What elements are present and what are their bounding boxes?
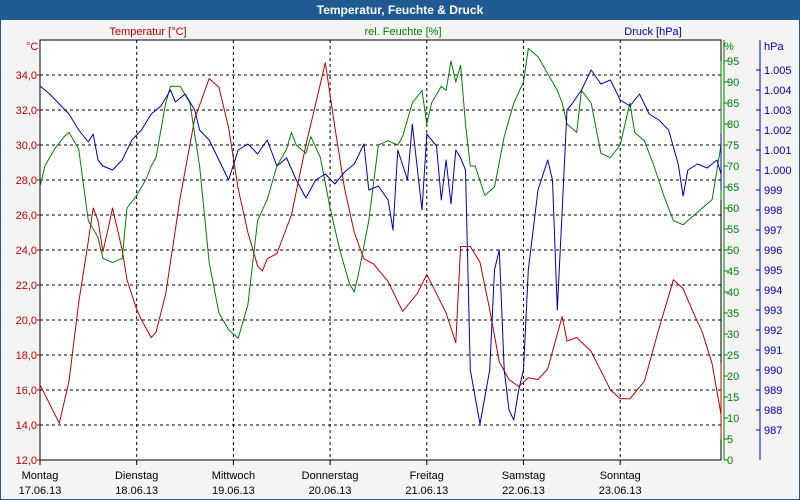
humidity-unit-label: % [724, 41, 734, 53]
temp-unit-label: °C [26, 41, 38, 53]
humidity-tick-label: 40 [727, 287, 739, 299]
x-tick-weekday: Freitag [410, 470, 444, 482]
pressure-tick-label: 988 [764, 405, 782, 417]
humidity-tick-label: 5 [727, 434, 733, 446]
humidity-tick-label: 90 [727, 77, 739, 89]
pressure-unit-label: hPa [764, 41, 784, 53]
x-tick-date: 17.06.13 [19, 485, 62, 497]
humidity-tick-label: 60 [727, 203, 739, 215]
window-title: Temperatur, Feuchte & Druck [0, 0, 800, 20]
data-series [39, 47, 722, 440]
humidity-tick-label: 85 [727, 98, 739, 110]
x-tick-date: 22.06.13 [502, 485, 545, 497]
x-tick-date: 21.06.13 [405, 485, 448, 497]
pressure-series-title: Druck [hPa] [624, 26, 681, 38]
humidity-tick-label: 55 [727, 224, 739, 236]
x-tick-weekday: Mittwoch [212, 470, 255, 482]
x-tick-weekday: Montag [22, 470, 59, 482]
temp-tick-label: 12,0 [16, 455, 37, 467]
pressure-tick-label: 1.003 [764, 105, 792, 117]
humidity-tick-label: 20 [727, 371, 739, 383]
humidity-tick-label: 45 [727, 266, 739, 278]
temp-tick-label: 32,0 [16, 105, 37, 117]
axis-labels: 12,0 14,0 16,0 18,0 20,0 22,0 24,0 26,0 28,0 30,0… [16, 26, 792, 497]
x-tick-weekday: Sonntag [600, 470, 641, 482]
temp-tick-label: 30,0 [16, 140, 37, 152]
humidity-tick-label: 25 [727, 350, 739, 362]
series-line-pressure [39, 69, 722, 425]
humidity-tick-label: 95 [727, 56, 739, 68]
temp-tick-label: 14,0 [16, 420, 37, 432]
x-tick-date: 23.06.13 [599, 485, 642, 497]
pressure-tick-label: 1.005 [764, 65, 792, 77]
humidity-tick-label: 10 [727, 413, 739, 425]
pressure-tick-label: 996 [764, 245, 782, 257]
pressure-tick-label: 990 [764, 365, 782, 377]
grid-lines [39, 39, 722, 461]
pressure-tick-label: 995 [764, 265, 782, 277]
humidity-series-title: rel. Feuchte [%] [364, 26, 441, 38]
x-tick-date: 20.06.13 [309, 485, 352, 497]
pressure-tick-label: 994 [764, 285, 782, 297]
pressure-tick-label: 997 [764, 225, 782, 237]
x-tick-date: 19.06.13 [212, 485, 255, 497]
temp-tick-label: 20,0 [16, 315, 37, 327]
pressure-tick-label: 993 [764, 305, 782, 317]
pressure-tick-label: 991 [764, 345, 782, 357]
pressure-tick-label: 999 [764, 185, 782, 197]
x-tick-date: 18.06.13 [115, 485, 158, 497]
temp-series-title: Temperatur [°C] [109, 26, 186, 38]
pressure-tick-label: 992 [764, 325, 782, 337]
pressure-tick-label: 987 [764, 425, 782, 437]
humidity-tick-label: 70 [727, 161, 739, 173]
temp-tick-label: 28,0 [16, 175, 37, 187]
pressure-tick-label: 998 [764, 205, 782, 217]
x-tick-weekday: Dienstag [115, 470, 158, 482]
series-line-temperature [39, 62, 722, 440]
x-tick-weekday: Samstag [502, 470, 545, 482]
humidity-tick-label: 75 [727, 140, 739, 152]
humidity-tick-label: 35 [727, 308, 739, 320]
plot-area [39, 39, 722, 461]
pressure-tick-label: 1.000 [764, 165, 792, 177]
temp-tick-label: 16,0 [16, 385, 37, 397]
temp-tick-label: 22,0 [16, 280, 37, 292]
temp-tick-label: 24,0 [16, 245, 37, 257]
pressure-tick-label: 989 [764, 385, 782, 397]
pressure-tick-label: 1.004 [764, 85, 792, 97]
humidity-tick-label: 80 [727, 119, 739, 131]
humidity-tick-label: 0 [727, 455, 733, 467]
humidity-tick-label: 65 [727, 182, 739, 194]
humidity-tick-label: 30 [727, 329, 739, 341]
pressure-tick-label: 1.002 [764, 125, 792, 137]
series-line-humidity [39, 47, 722, 339]
pressure-tick-label: 1.001 [764, 145, 792, 157]
temp-tick-label: 18,0 [16, 350, 37, 362]
humidity-tick-label: 15 [727, 392, 739, 404]
temp-tick-label: 26,0 [16, 210, 37, 222]
axes [37, 40, 761, 465]
x-tick-weekday: Donnerstag [302, 470, 359, 482]
humidity-tick-label: 50 [727, 245, 739, 257]
temp-tick-label: 34,0 [16, 70, 37, 82]
